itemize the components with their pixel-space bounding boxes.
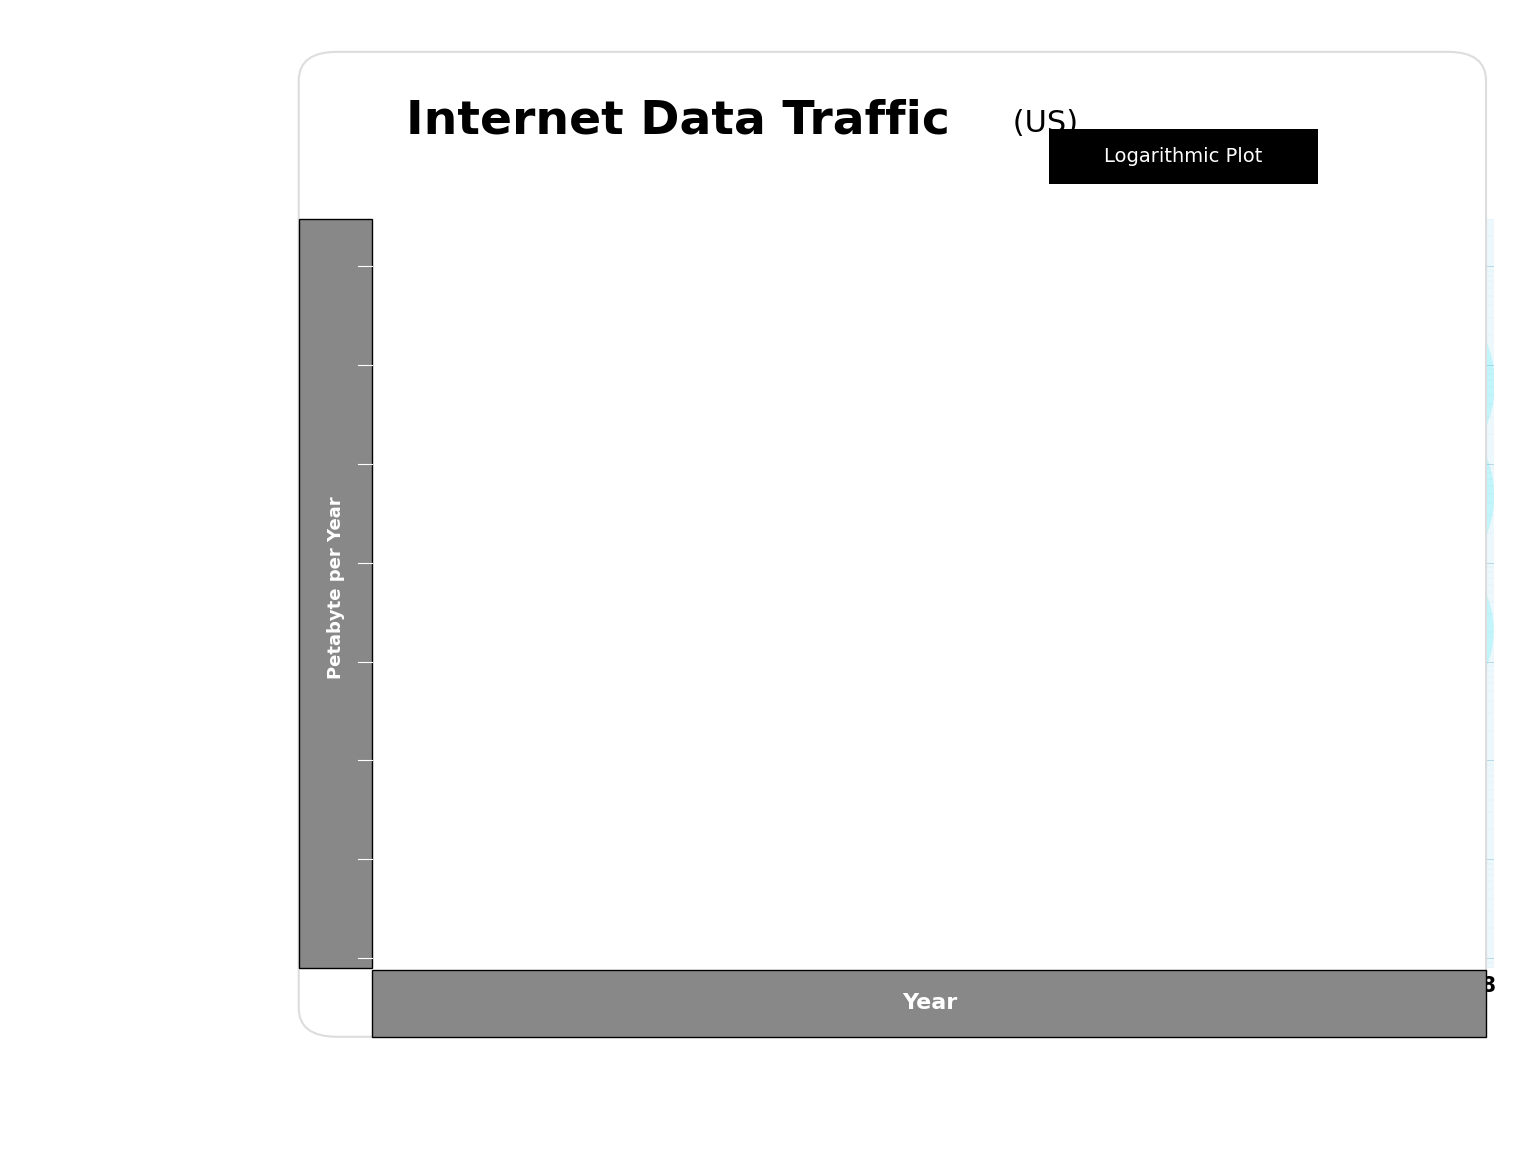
Ellipse shape xyxy=(1088,501,1129,522)
Line: 2 pts: 2 pts xyxy=(1282,429,1351,533)
Point xyxy=(1350,361,1374,379)
Point xyxy=(663,850,688,869)
Line: 2 pts: 2 pts xyxy=(859,503,993,578)
Point xyxy=(1402,339,1426,357)
Text: Internet Data Traffic: Internet Data Traffic xyxy=(406,98,950,144)
Ellipse shape xyxy=(1325,495,1377,571)
Ellipse shape xyxy=(1123,570,1262,736)
Ellipse shape xyxy=(961,533,1023,623)
Point xyxy=(610,880,634,899)
Text: Logarithmic Plot: Logarithmic Plot xyxy=(1105,147,1262,166)
Ellipse shape xyxy=(797,420,924,586)
Line: 2 pts: 2 pts xyxy=(1192,429,1282,653)
Ellipse shape xyxy=(1417,612,1454,630)
Ellipse shape xyxy=(970,555,1014,578)
Text: (US): (US) xyxy=(1003,108,1079,138)
Ellipse shape xyxy=(840,483,881,503)
Text: Year: Year xyxy=(902,993,958,1014)
Ellipse shape xyxy=(1403,361,1448,384)
Ellipse shape xyxy=(1394,339,1457,429)
Ellipse shape xyxy=(1079,482,1137,563)
Point xyxy=(715,803,740,821)
Ellipse shape xyxy=(1409,476,1451,495)
Ellipse shape xyxy=(922,488,1062,668)
Ellipse shape xyxy=(1262,408,1302,429)
Point xyxy=(980,500,1005,518)
Line: 2 pts: 2 pts xyxy=(1108,522,1192,653)
Ellipse shape xyxy=(1377,555,1494,705)
Text: Petabyte per Year: Petabyte per Year xyxy=(326,497,345,679)
Point xyxy=(504,949,529,968)
Line: 2 pts: 2 pts xyxy=(993,578,1192,653)
Point xyxy=(1033,470,1057,488)
Line: 2 pts: 2 pts xyxy=(1431,495,1435,630)
Point xyxy=(875,593,899,612)
Ellipse shape xyxy=(1170,632,1215,653)
Point xyxy=(927,558,951,576)
Point xyxy=(1190,420,1215,439)
Point xyxy=(821,635,846,653)
Ellipse shape xyxy=(1356,294,1495,473)
Ellipse shape xyxy=(1367,414,1494,578)
Line: 2 pts: 2 pts xyxy=(1425,384,1431,495)
Ellipse shape xyxy=(1333,515,1370,533)
Line: 2 pts: 2 pts xyxy=(1192,495,1431,653)
Ellipse shape xyxy=(1409,593,1462,668)
Point xyxy=(1296,386,1321,404)
Point xyxy=(1138,437,1163,455)
Ellipse shape xyxy=(830,462,889,545)
Line: 2 pts: 2 pts xyxy=(993,522,1108,578)
Ellipse shape xyxy=(1402,455,1460,537)
Point xyxy=(558,924,582,942)
Ellipse shape xyxy=(1161,612,1224,695)
Ellipse shape xyxy=(1045,440,1172,605)
Point xyxy=(1085,464,1109,483)
Ellipse shape xyxy=(1218,346,1347,511)
Point xyxy=(1244,410,1268,429)
Point xyxy=(769,734,794,752)
Ellipse shape xyxy=(1253,387,1311,470)
Line: 2 pts: 2 pts xyxy=(1351,384,1425,533)
Ellipse shape xyxy=(1293,458,1409,608)
